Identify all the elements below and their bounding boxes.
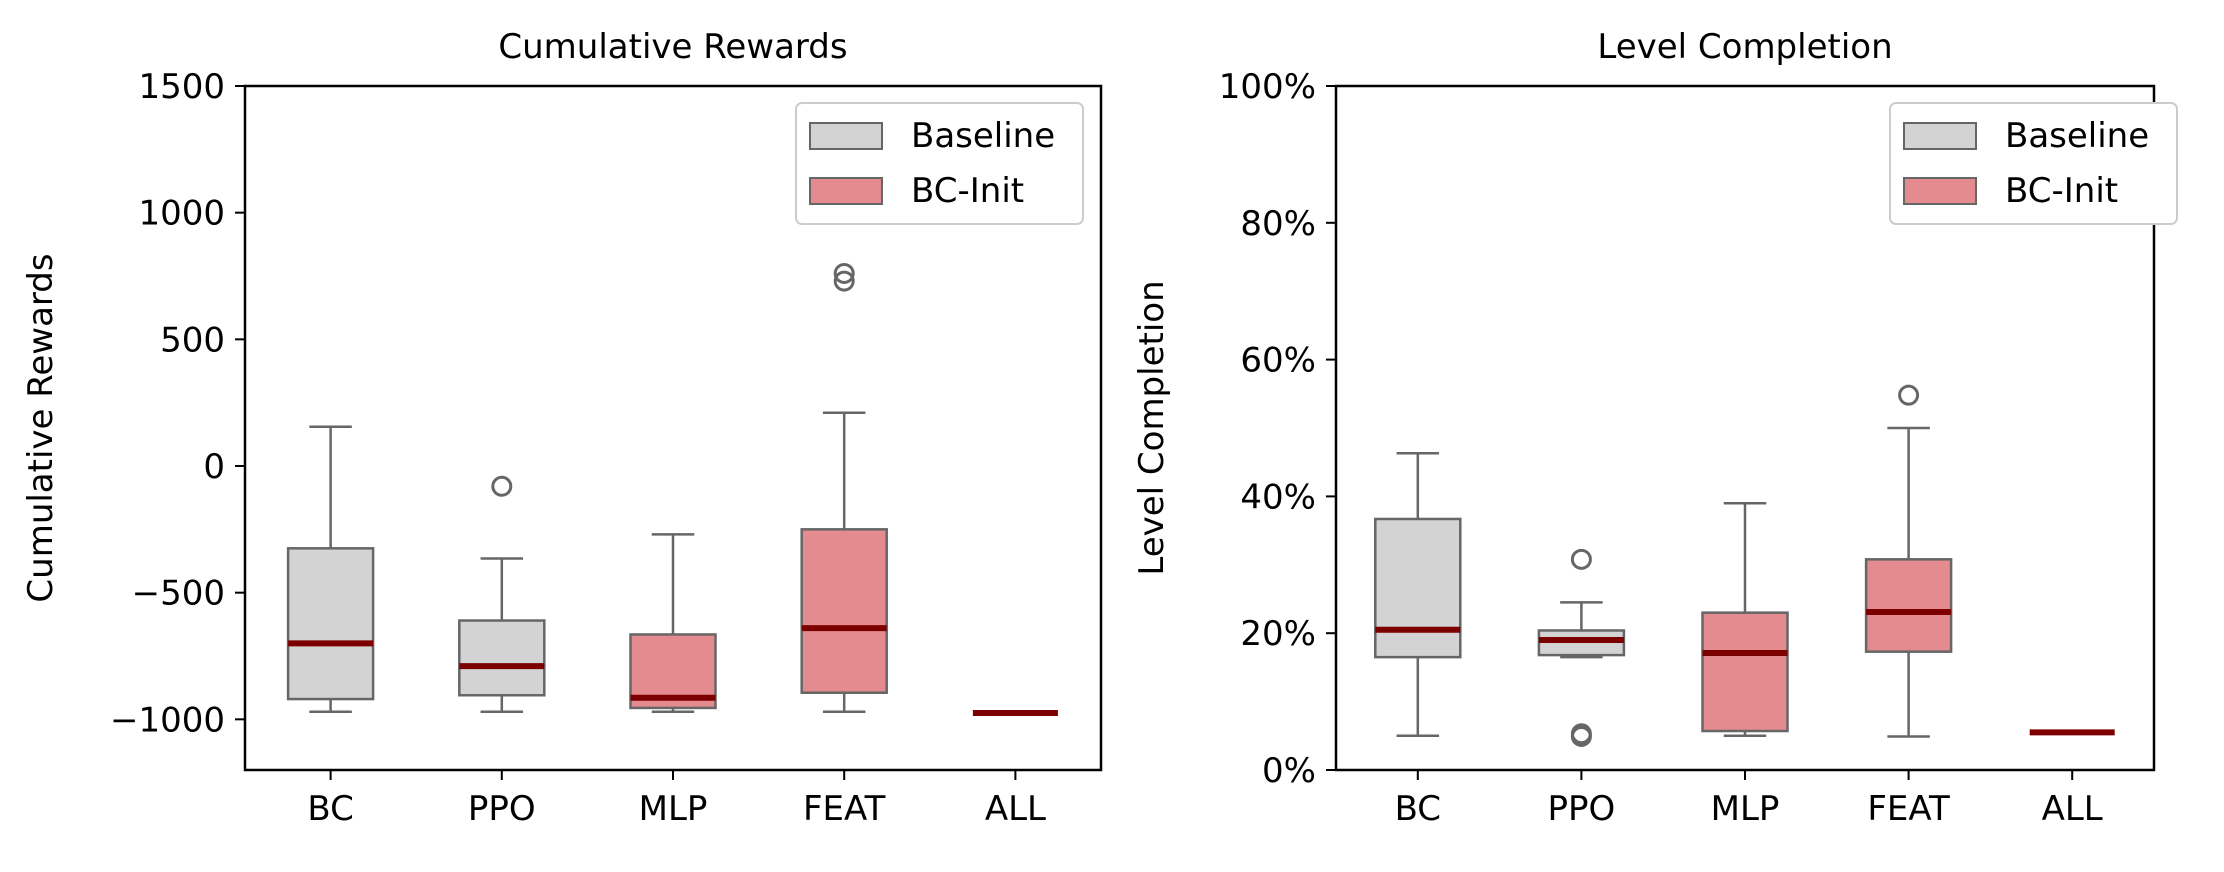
y-tick-label: 1500 bbox=[138, 67, 225, 107]
box-series bbox=[286, 262, 1058, 716]
box-body bbox=[1374, 517, 1462, 659]
legend-swatch bbox=[1903, 122, 1977, 150]
box-series bbox=[1374, 384, 2115, 747]
legend-entry: BC-Init bbox=[911, 171, 1024, 211]
axes-frame bbox=[243, 84, 1103, 772]
box-body bbox=[1864, 558, 1953, 653]
y-tick-label: 0% bbox=[1262, 751, 1316, 791]
y-tick-label: 500 bbox=[160, 320, 225, 360]
x-axis-ticks: BC PPO MLP FEAT ALL bbox=[1395, 770, 2103, 829]
outlier-point bbox=[833, 270, 855, 292]
box-body bbox=[800, 528, 888, 694]
y-tick-label: 40% bbox=[1240, 477, 1316, 517]
box-body bbox=[458, 619, 546, 697]
legend-swatch bbox=[809, 177, 883, 205]
y-tick-label: 20% bbox=[1240, 614, 1316, 654]
chart-title: Level Completion bbox=[1597, 27, 1892, 67]
legend-swatch bbox=[1903, 177, 1977, 205]
box-ppo bbox=[458, 475, 546, 713]
y-axis-label: Cumulative Rewards bbox=[21, 253, 61, 602]
box-body bbox=[286, 547, 375, 701]
y-tick-label: 100% bbox=[1219, 67, 1316, 107]
x-tick-label: MLP bbox=[1711, 789, 1780, 829]
y-tick-label: 0 bbox=[203, 447, 225, 487]
box-feat bbox=[800, 262, 888, 713]
legend-entry: Baseline bbox=[2005, 116, 2149, 156]
x-tick-label: ALL bbox=[985, 789, 1046, 829]
chart-panel-2: Level Completion Level Completion 0% 20% 40%… bbox=[1132, 27, 2178, 829]
x-tick-label: BC bbox=[307, 789, 353, 829]
outlier-point bbox=[491, 475, 513, 497]
y-axis-ticks: −1000 −500 0 500 1000 1500 bbox=[110, 67, 245, 740]
box-body bbox=[1701, 611, 1789, 733]
x-axis-ticks: BC PPO MLP FEAT ALL bbox=[307, 770, 1046, 829]
x-tick-label: PPO bbox=[1548, 789, 1616, 829]
x-tick-label: FEAT bbox=[1867, 789, 1950, 829]
y-axis-label: Level Completion bbox=[1132, 280, 1172, 575]
y-tick-label: −1000 bbox=[110, 700, 225, 740]
outlier-point bbox=[1570, 725, 1592, 747]
legend-swatch bbox=[809, 122, 883, 150]
legend-entry: BC-Init bbox=[2005, 171, 2118, 211]
x-tick-label: BC bbox=[1395, 789, 1441, 829]
y-tick-label: 60% bbox=[1240, 341, 1316, 381]
axes-frame bbox=[1334, 84, 2156, 772]
legend: Baseline BC-Init bbox=[795, 102, 1084, 225]
x-tick-label: ALL bbox=[2042, 789, 2103, 829]
legend-entry: Baseline bbox=[911, 116, 1055, 156]
outlier-point bbox=[1898, 384, 1920, 406]
x-tick-label: FEAT bbox=[803, 789, 886, 829]
y-tick-label: −500 bbox=[132, 574, 225, 614]
box-mlp bbox=[629, 533, 717, 713]
box-mlp bbox=[1701, 501, 1789, 738]
outlier-point bbox=[833, 262, 855, 284]
box-bc bbox=[1374, 452, 1462, 738]
x-tick-label: MLP bbox=[639, 789, 708, 829]
box-ppo bbox=[1537, 548, 1626, 747]
y-tick-label: 80% bbox=[1240, 204, 1316, 244]
y-axis-ticks: 0% 20% 40% 60% 80% 100% bbox=[1219, 67, 1336, 791]
chart-title: Cumulative Rewards bbox=[498, 27, 847, 67]
x-tick-label: PPO bbox=[468, 789, 536, 829]
box-feat bbox=[1864, 384, 1953, 738]
chart-panel-1: Cumulative Rewards Cumulative Rewards −100… bbox=[21, 27, 1103, 829]
box-bc bbox=[286, 425, 375, 713]
outlier-point bbox=[1570, 548, 1592, 570]
legend: Baseline BC-Init bbox=[1889, 102, 2178, 225]
y-tick-label: 1000 bbox=[138, 194, 225, 234]
